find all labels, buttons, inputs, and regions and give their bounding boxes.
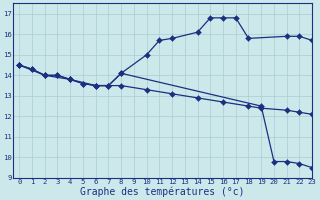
X-axis label: Graphe des températures (°c): Graphe des températures (°c) [80,186,245,197]
